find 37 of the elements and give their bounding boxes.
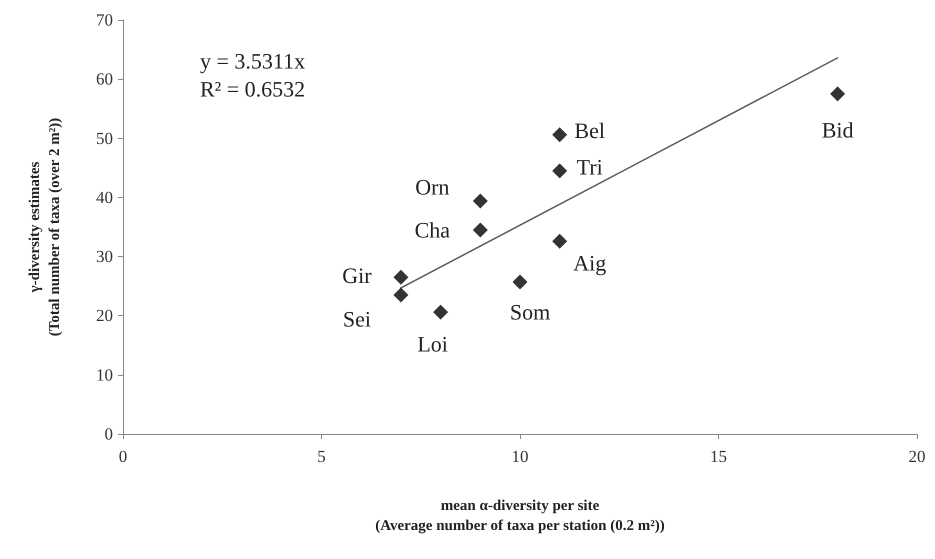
x-tick-label: 5: [317, 447, 326, 466]
point: [393, 288, 408, 303]
point: [830, 86, 846, 102]
annotation: Cha: [414, 217, 450, 242]
x-tick-label: 15: [710, 447, 727, 466]
point: [472, 222, 488, 238]
annotation: Sei: [342, 306, 371, 332]
x-tick-label: 10: [512, 447, 528, 466]
y-tick-label: 50: [96, 128, 113, 148]
annotation: Orn: [415, 174, 450, 200]
annotation: Tri: [576, 154, 603, 180]
x-axis-title: mean α-diversity per site (Average number of taxa per station (0.2 m²)): [375, 498, 665, 534]
point: [472, 193, 488, 208]
y-tick-label: 0: [104, 424, 113, 444]
annotation: Bid: [822, 117, 854, 142]
annotation: Bel: [574, 118, 605, 144]
annotation: Gir: [342, 262, 372, 288]
annotation: y = 3.5311x: [200, 48, 306, 74]
y-tick-label: 30: [96, 247, 113, 266]
point: [512, 274, 528, 290]
annotation: Som: [510, 300, 550, 325]
point: [552, 163, 568, 178]
y-tick-label: 20: [96, 306, 113, 326]
annotation: Loi: [417, 332, 448, 357]
y-tick-label: 40: [96, 188, 113, 207]
annotation: R² = 0.6532: [200, 76, 306, 102]
y-tick-label: 70: [96, 10, 113, 30]
x-tick-label: 20: [908, 447, 926, 466]
y-tick-label: 10: [96, 365, 113, 384]
y-tick-label: 60: [96, 70, 113, 89]
annotation: Aig: [573, 250, 606, 276]
point: [433, 304, 448, 320]
x-tick-label: 0: [118, 447, 128, 466]
point: [552, 127, 568, 142]
y-axis-title: γ-diversity estimates (Total number of taxa (over 2 m²)): [27, 118, 63, 336]
point: [552, 234, 568, 249]
point: [393, 270, 408, 285]
